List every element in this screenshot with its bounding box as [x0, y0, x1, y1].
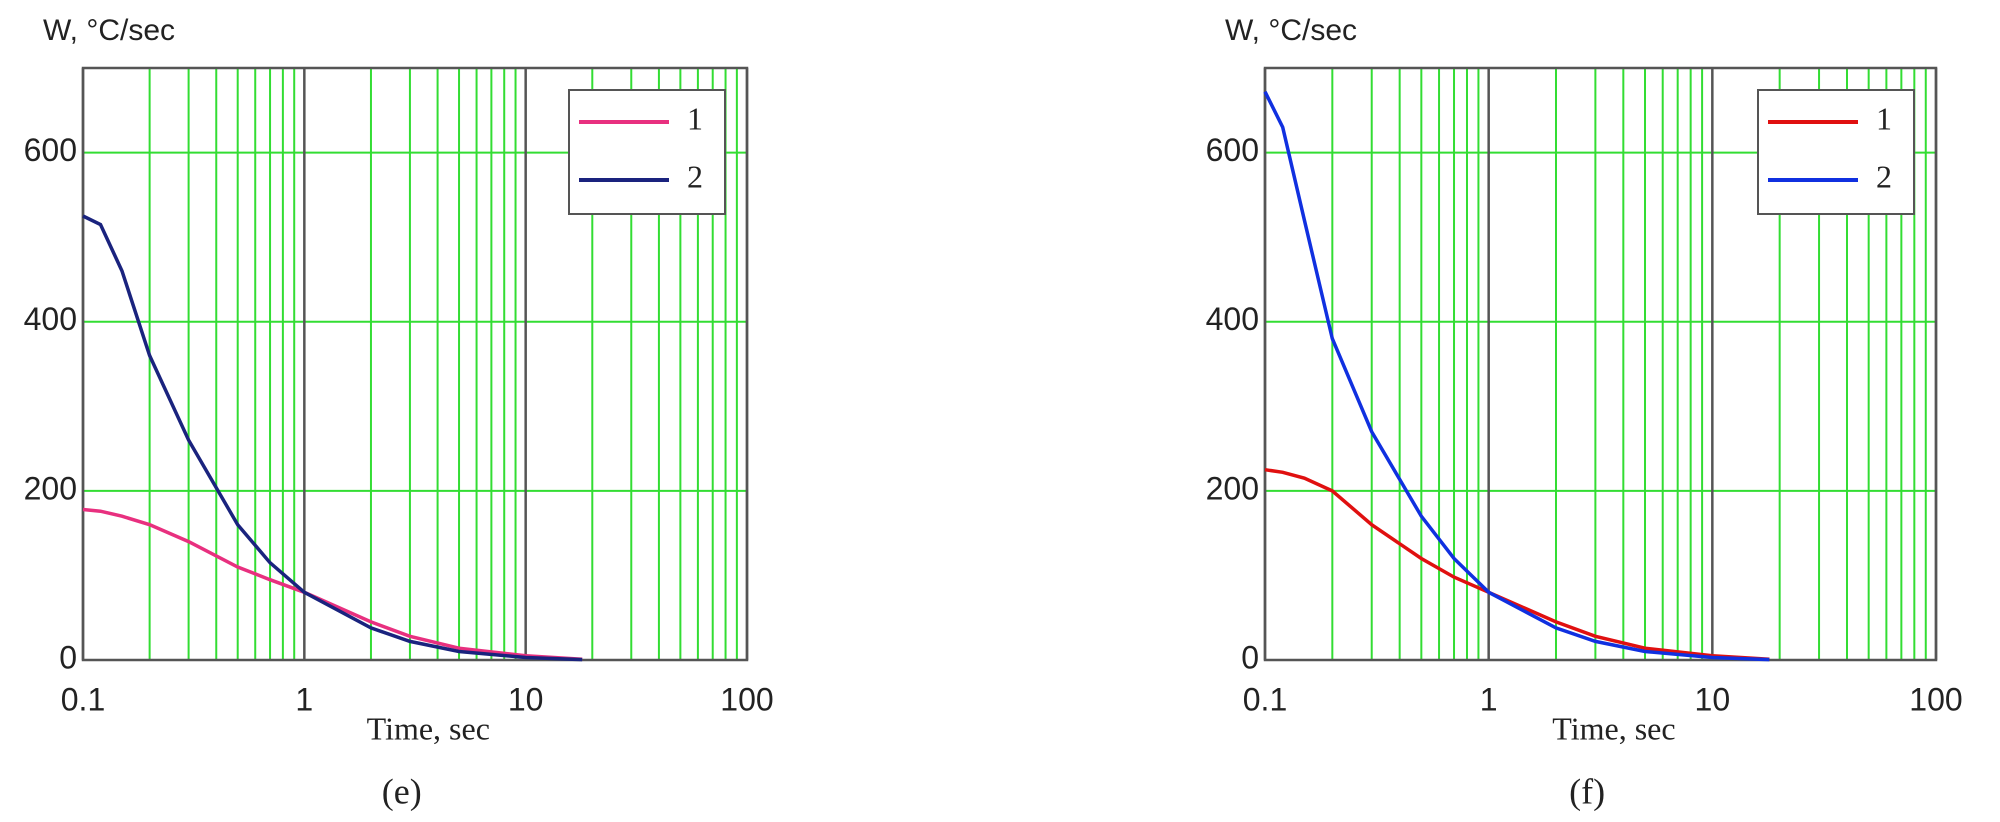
legend-box — [568, 89, 726, 215]
legend-box — [1757, 89, 1915, 215]
y-tick-label: 400 — [24, 301, 77, 337]
data-line — [82, 214, 583, 662]
data-line — [1264, 467, 1770, 661]
legend-label: 1 — [687, 100, 703, 136]
chart: 0.1 1 10 100 0 200 400 600 1 2 W, °C/sec Time, sec (… — [1206, 14, 1963, 811]
y-tick-label: 400 — [1206, 301, 1259, 337]
x-tick-label: 0.1 — [61, 681, 105, 717]
y-axis-label: W, °C/sec — [43, 14, 175, 47]
y-tick-label: 0 — [59, 639, 77, 675]
plot-border — [1263, 66, 1938, 662]
y-tick-label: 200 — [24, 470, 77, 506]
x-tick-label: 0.1 — [1243, 681, 1287, 717]
plot-border — [81, 66, 749, 662]
y-tick-label: 600 — [1206, 132, 1259, 168]
data-line — [1263, 90, 1770, 662]
caption: (f) — [1569, 771, 1605, 811]
y-axis-label: W, °C/sec — [1225, 14, 1357, 47]
y-tick-label: 600 — [24, 132, 77, 168]
x-tick-label: 100 — [720, 681, 773, 717]
x-tick-label: 1 — [1480, 681, 1498, 717]
x-tick-label: 1 — [295, 681, 313, 717]
x-tick-label: 100 — [1909, 681, 1962, 717]
y-tick-label: 0 — [1241, 639, 1259, 675]
legend-label: 2 — [1876, 158, 1892, 194]
chart: 0.1 1 10 100 0 200 400 600 1 2 W, °C/sec Time, sec (… — [24, 14, 774, 811]
x-axis-label: Time, sec — [1552, 710, 1675, 746]
legend-label: 2 — [687, 158, 703, 194]
data-line — [82, 507, 583, 661]
caption: (e) — [382, 771, 422, 811]
x-axis-label: Time, sec — [367, 710, 490, 746]
legend-label: 1 — [1876, 100, 1892, 136]
x-tick-label: 10 — [508, 681, 544, 717]
y-tick-label: 200 — [1206, 470, 1259, 506]
x-tick-label: 10 — [1695, 681, 1731, 717]
